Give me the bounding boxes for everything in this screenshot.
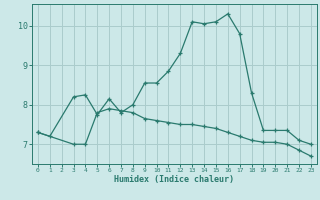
X-axis label: Humidex (Indice chaleur): Humidex (Indice chaleur) — [115, 175, 234, 184]
